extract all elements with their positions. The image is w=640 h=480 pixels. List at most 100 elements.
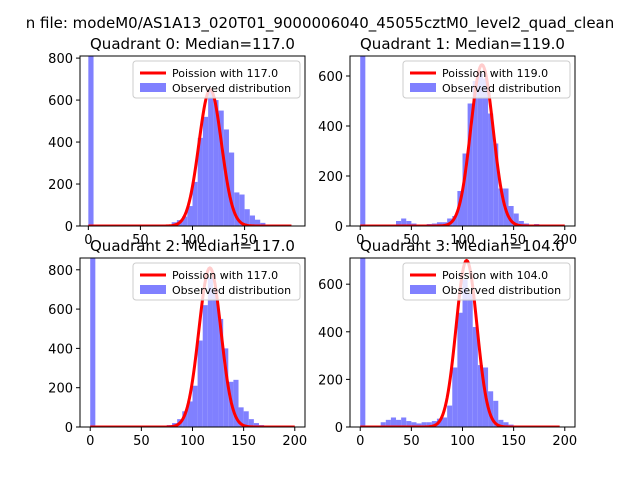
histogram-bar xyxy=(360,56,366,226)
histogram-bar xyxy=(234,192,240,226)
y-tick-label: 400 xyxy=(48,136,73,151)
x-tick-label: 100 xyxy=(450,233,475,248)
y-tick-label: 400 xyxy=(318,120,343,135)
histogram-bar xyxy=(228,152,235,226)
subplot-title: Quadrant 0: Median=117.0 xyxy=(90,35,295,53)
histogram-bar xyxy=(213,100,219,226)
legend-entry: Poission with 104.0 xyxy=(442,269,548,282)
histogram-bar xyxy=(396,221,402,226)
legend-entry: Poission with 117.0 xyxy=(172,67,278,80)
x-tick-label: 150 xyxy=(232,233,257,248)
histogram-bar xyxy=(406,221,412,226)
x-tick-label: 50 xyxy=(133,434,150,449)
histogram-bar xyxy=(421,422,427,427)
y-tick-label: 200 xyxy=(318,373,343,388)
legend-frame xyxy=(402,262,571,301)
x-tick-label: 0 xyxy=(356,434,364,449)
histogram-bar xyxy=(260,222,266,226)
histogram-bar xyxy=(255,219,261,226)
histogram-bar xyxy=(380,422,386,427)
y-tick-label: 400 xyxy=(48,342,73,357)
subplot-title: Quadrant 1: Median=119.0 xyxy=(360,35,565,53)
histogram-bar xyxy=(518,221,524,226)
histogram-bar xyxy=(411,422,417,427)
histogram-bar xyxy=(462,279,468,427)
histogram-bar xyxy=(447,405,453,427)
x-tick-label: 100 xyxy=(180,233,205,248)
histogram-bar xyxy=(249,215,255,226)
x-tick-label: 150 xyxy=(231,434,256,449)
histogram-bar xyxy=(218,110,224,226)
histogram-bar xyxy=(452,367,458,427)
y-tick-label: 200 xyxy=(48,382,73,397)
x-tick-label: 200 xyxy=(282,434,307,449)
y-tick-label: 600 xyxy=(48,303,73,318)
histogram-bar xyxy=(508,206,514,226)
histogram-bar xyxy=(197,137,203,226)
y-tick-label: 200 xyxy=(318,170,343,185)
histogram-bar xyxy=(208,91,214,226)
histogram-bar xyxy=(467,103,473,226)
x-tick-label: 150 xyxy=(501,434,526,449)
x-tick-label: 0 xyxy=(356,233,364,248)
x-tick-label: 50 xyxy=(132,233,149,248)
histogram-bar xyxy=(442,417,448,427)
histogram-bar xyxy=(462,153,468,226)
legend-entry: Observed distribution xyxy=(442,284,561,297)
histogram-bar xyxy=(182,411,188,427)
histogram-bar xyxy=(416,423,422,427)
legend-entry: Observed distribution xyxy=(172,284,291,297)
x-tick-label: 50 xyxy=(403,233,420,248)
histogram-bar xyxy=(513,213,519,226)
histogram-bar xyxy=(390,417,397,427)
subplot-3: 0 50 100 150 200 0 200 400 600 Quadrant 3: Median… xyxy=(318,237,577,449)
legend-bar-swatch xyxy=(140,285,166,294)
y-tick-label: 600 xyxy=(318,278,343,293)
histogram-bar xyxy=(401,218,407,226)
histogram-bar xyxy=(493,143,499,226)
y-tick-label: 800 xyxy=(48,264,73,279)
histogram-bar xyxy=(197,340,203,427)
histogram-bar xyxy=(202,116,209,226)
histogram-bar xyxy=(503,422,509,427)
subplot-0: 0 50 100 150 0 200 400 600 800 Quadrant 0: Median… xyxy=(48,35,306,248)
legend-entry: Poission with 117.0 xyxy=(172,269,278,282)
legend-frame xyxy=(132,60,301,99)
histogram-bar xyxy=(244,209,250,226)
y-tick-label: 600 xyxy=(318,70,343,85)
histogram-bar xyxy=(187,206,193,226)
legend-frame xyxy=(402,60,571,99)
histogram-bar xyxy=(223,348,229,427)
histogram-bar xyxy=(239,194,245,226)
histogram-bar xyxy=(238,407,244,427)
histogram-bar xyxy=(192,385,198,427)
y-tick-label: 0 xyxy=(335,220,343,235)
x-tick-label: 0 xyxy=(86,434,94,449)
figure-suptitle: n file: modeM0/AS1A13_020T01_9000006040_… xyxy=(25,14,615,32)
legend-frame xyxy=(132,262,301,301)
histogram-bar xyxy=(477,73,483,226)
histogram-bar xyxy=(90,258,96,427)
histogram-bar xyxy=(426,422,432,427)
subplot-title: Quadrant 3: Median=104.0 xyxy=(360,237,565,255)
y-tick-label: 0 xyxy=(65,421,73,436)
x-tick-label: 150 xyxy=(501,233,526,248)
y-tick-label: 800 xyxy=(48,52,73,67)
legend: Poission with 117.0 Observed distribution xyxy=(132,60,301,99)
poisson-fit-line xyxy=(87,88,292,226)
histogram-bar xyxy=(488,113,494,226)
histogram-bar xyxy=(360,258,366,427)
legend: Poission with 104.0 Observed distribution xyxy=(402,262,571,301)
histogram-bar xyxy=(212,289,219,427)
histogram-bar xyxy=(248,419,254,427)
y-tick-label: 400 xyxy=(318,326,343,341)
legend-bar-swatch xyxy=(410,285,436,294)
legend: Poission with 117.0 Observed distribution xyxy=(132,262,301,301)
histogram-bar xyxy=(477,365,483,427)
legend-entry: Observed distribution xyxy=(172,82,291,95)
histogram-bar xyxy=(88,56,94,226)
subplot-title: Quadrant 2: Median=117.0 xyxy=(90,237,295,255)
x-tick-label: 100 xyxy=(450,434,475,449)
